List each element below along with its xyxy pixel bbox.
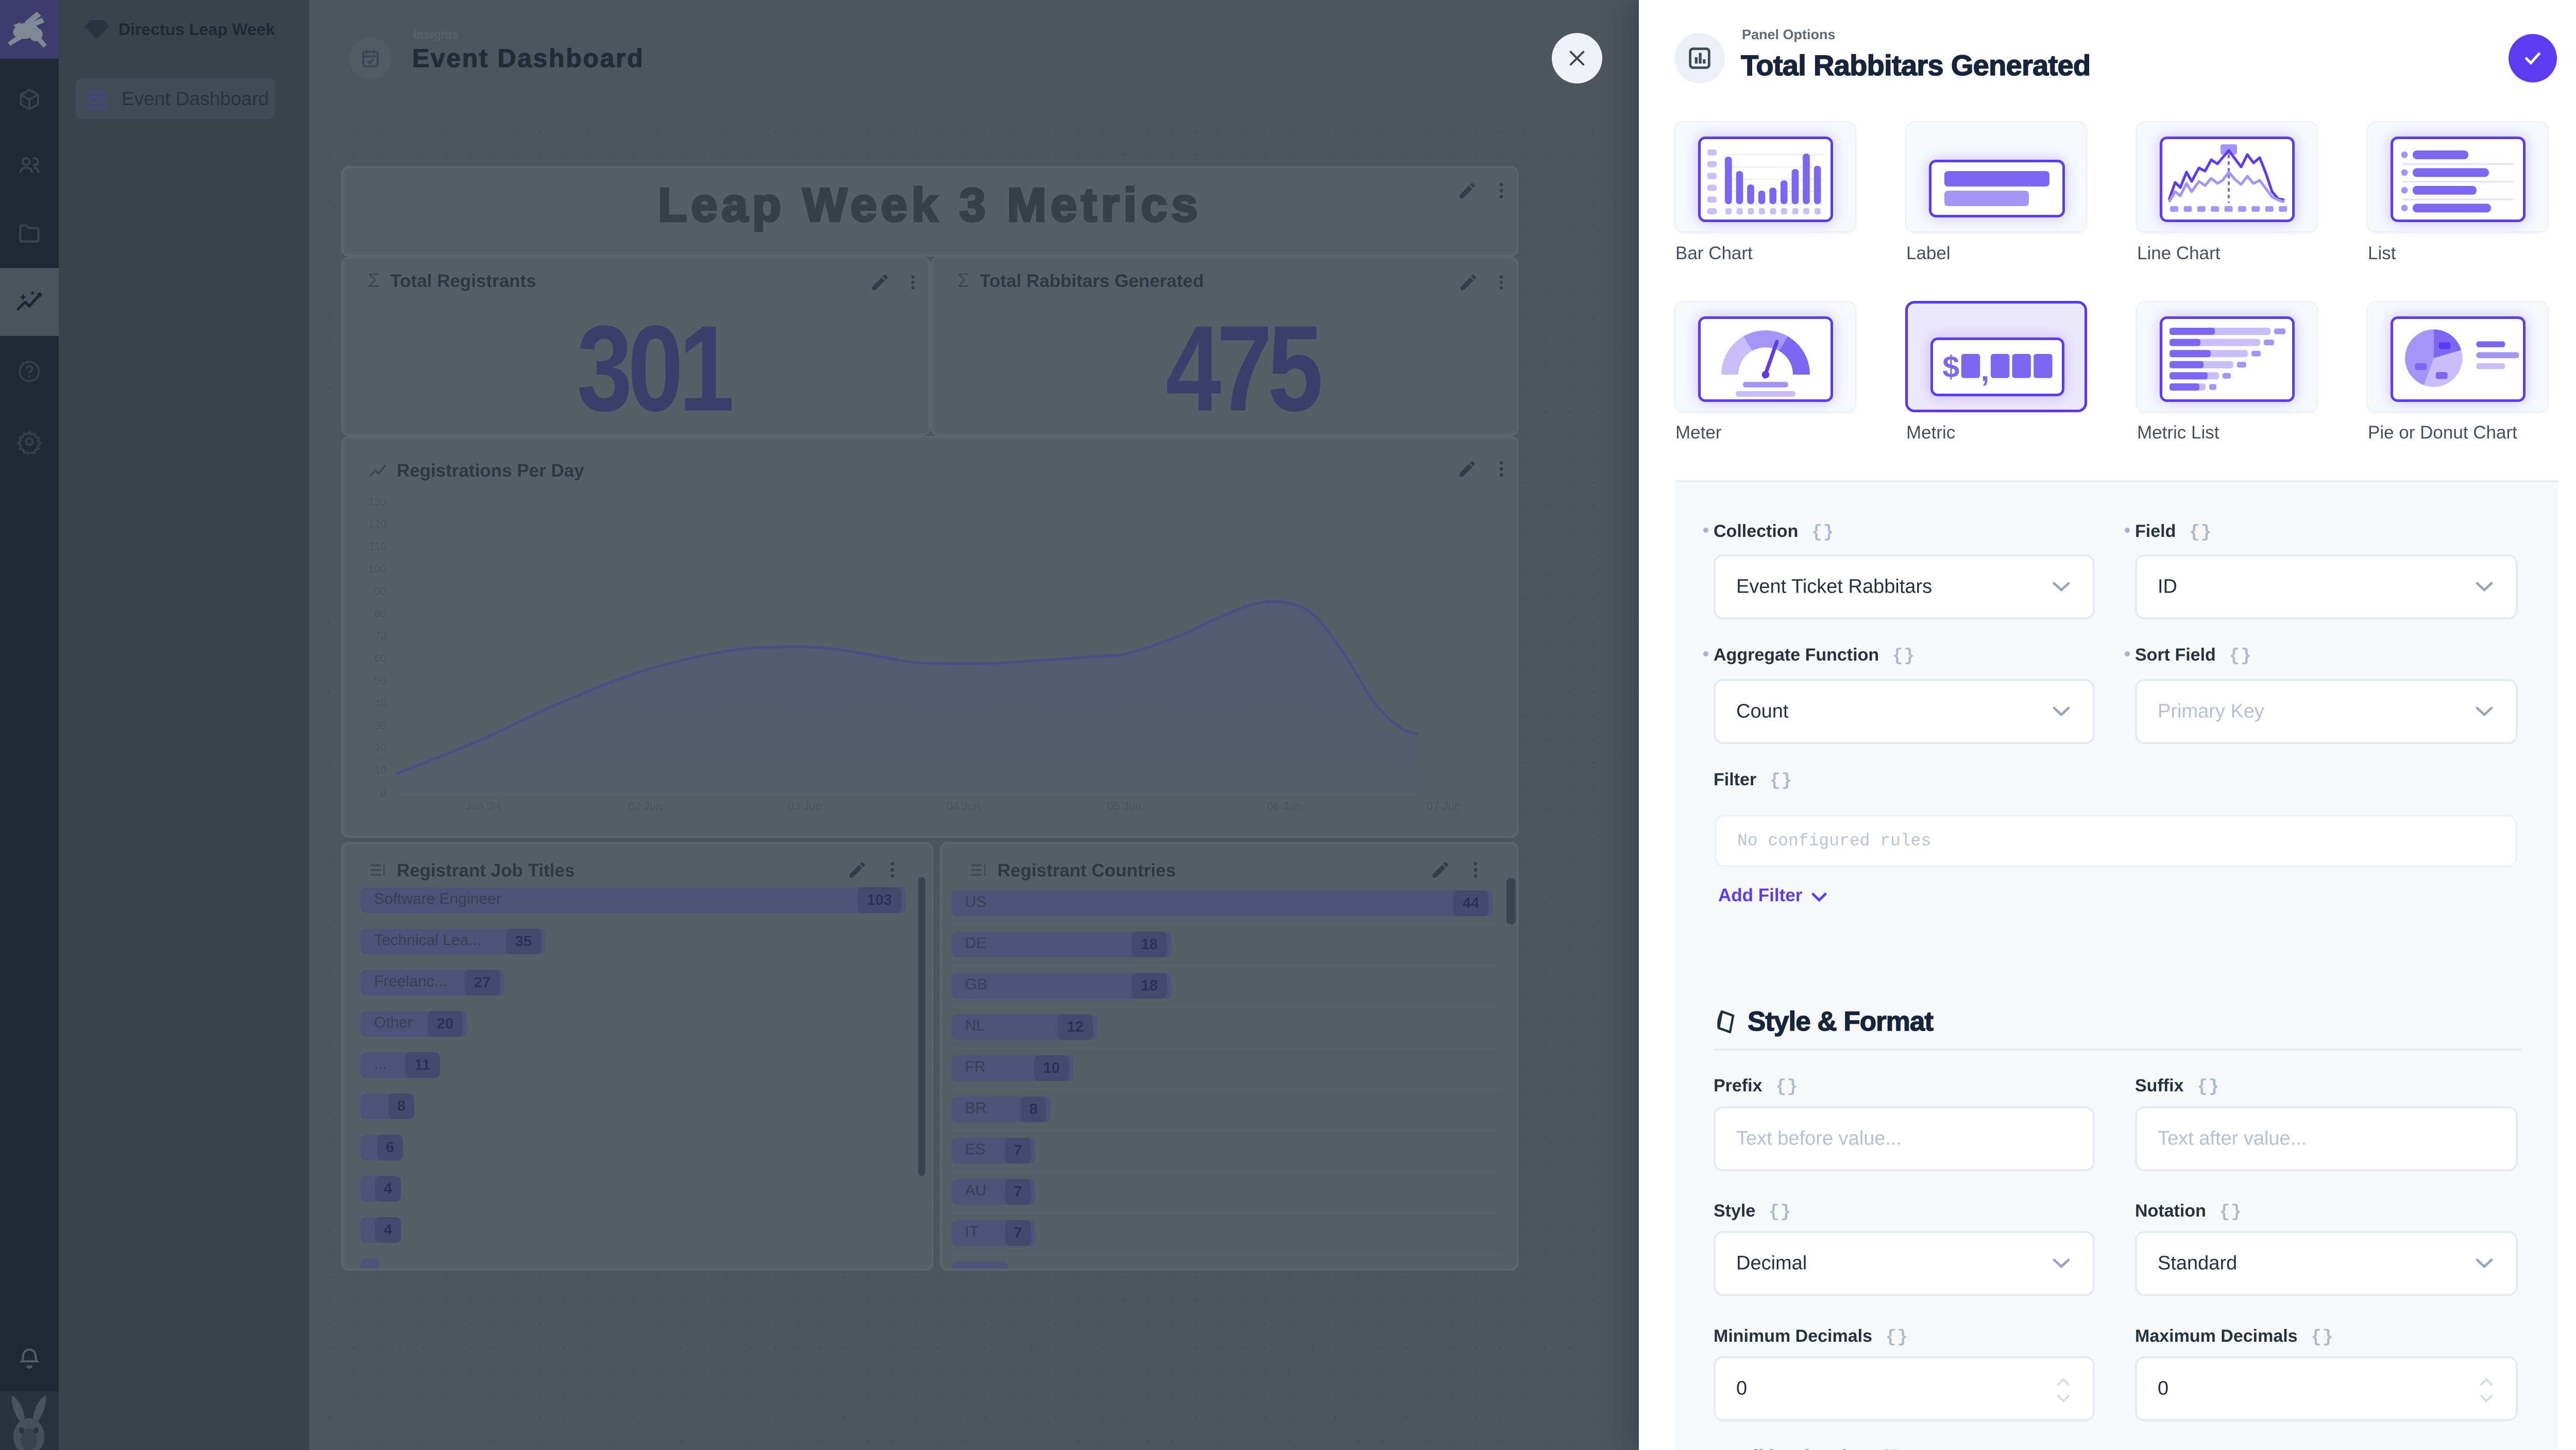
svg-text:110: 110 (369, 541, 386, 553)
svg-text:10: 10 (375, 765, 386, 777)
svg-text:40: 40 (375, 697, 386, 709)
svg-text:07 Jun: 07 Jun (1427, 800, 1461, 813)
svg-text:,: , (1981, 353, 1989, 386)
svg-text:90: 90 (375, 585, 386, 597)
svg-text:80: 80 (375, 608, 386, 620)
svg-text:04 Jun: 04 Jun (946, 800, 980, 813)
svg-text:03 Jun: 03 Jun (788, 800, 822, 813)
svg-text:100: 100 (368, 563, 386, 575)
svg-text:120: 120 (368, 518, 386, 530)
svg-text:$: $ (1942, 350, 1959, 384)
svg-text:50: 50 (375, 675, 386, 687)
svg-text:0: 0 (380, 787, 386, 799)
svg-text:05 Jun: 05 Jun (1107, 800, 1141, 813)
svg-text:Jun '24: Jun '24 (465, 800, 501, 813)
svg-text:06 Jun: 06 Jun (1267, 800, 1301, 813)
svg-text:130: 130 (368, 496, 386, 508)
svg-text:70: 70 (375, 630, 386, 642)
svg-text:60: 60 (375, 653, 386, 665)
svg-text:30: 30 (375, 720, 386, 732)
svg-text:02 Jun: 02 Jun (628, 800, 662, 813)
svg-text:20: 20 (375, 742, 386, 754)
